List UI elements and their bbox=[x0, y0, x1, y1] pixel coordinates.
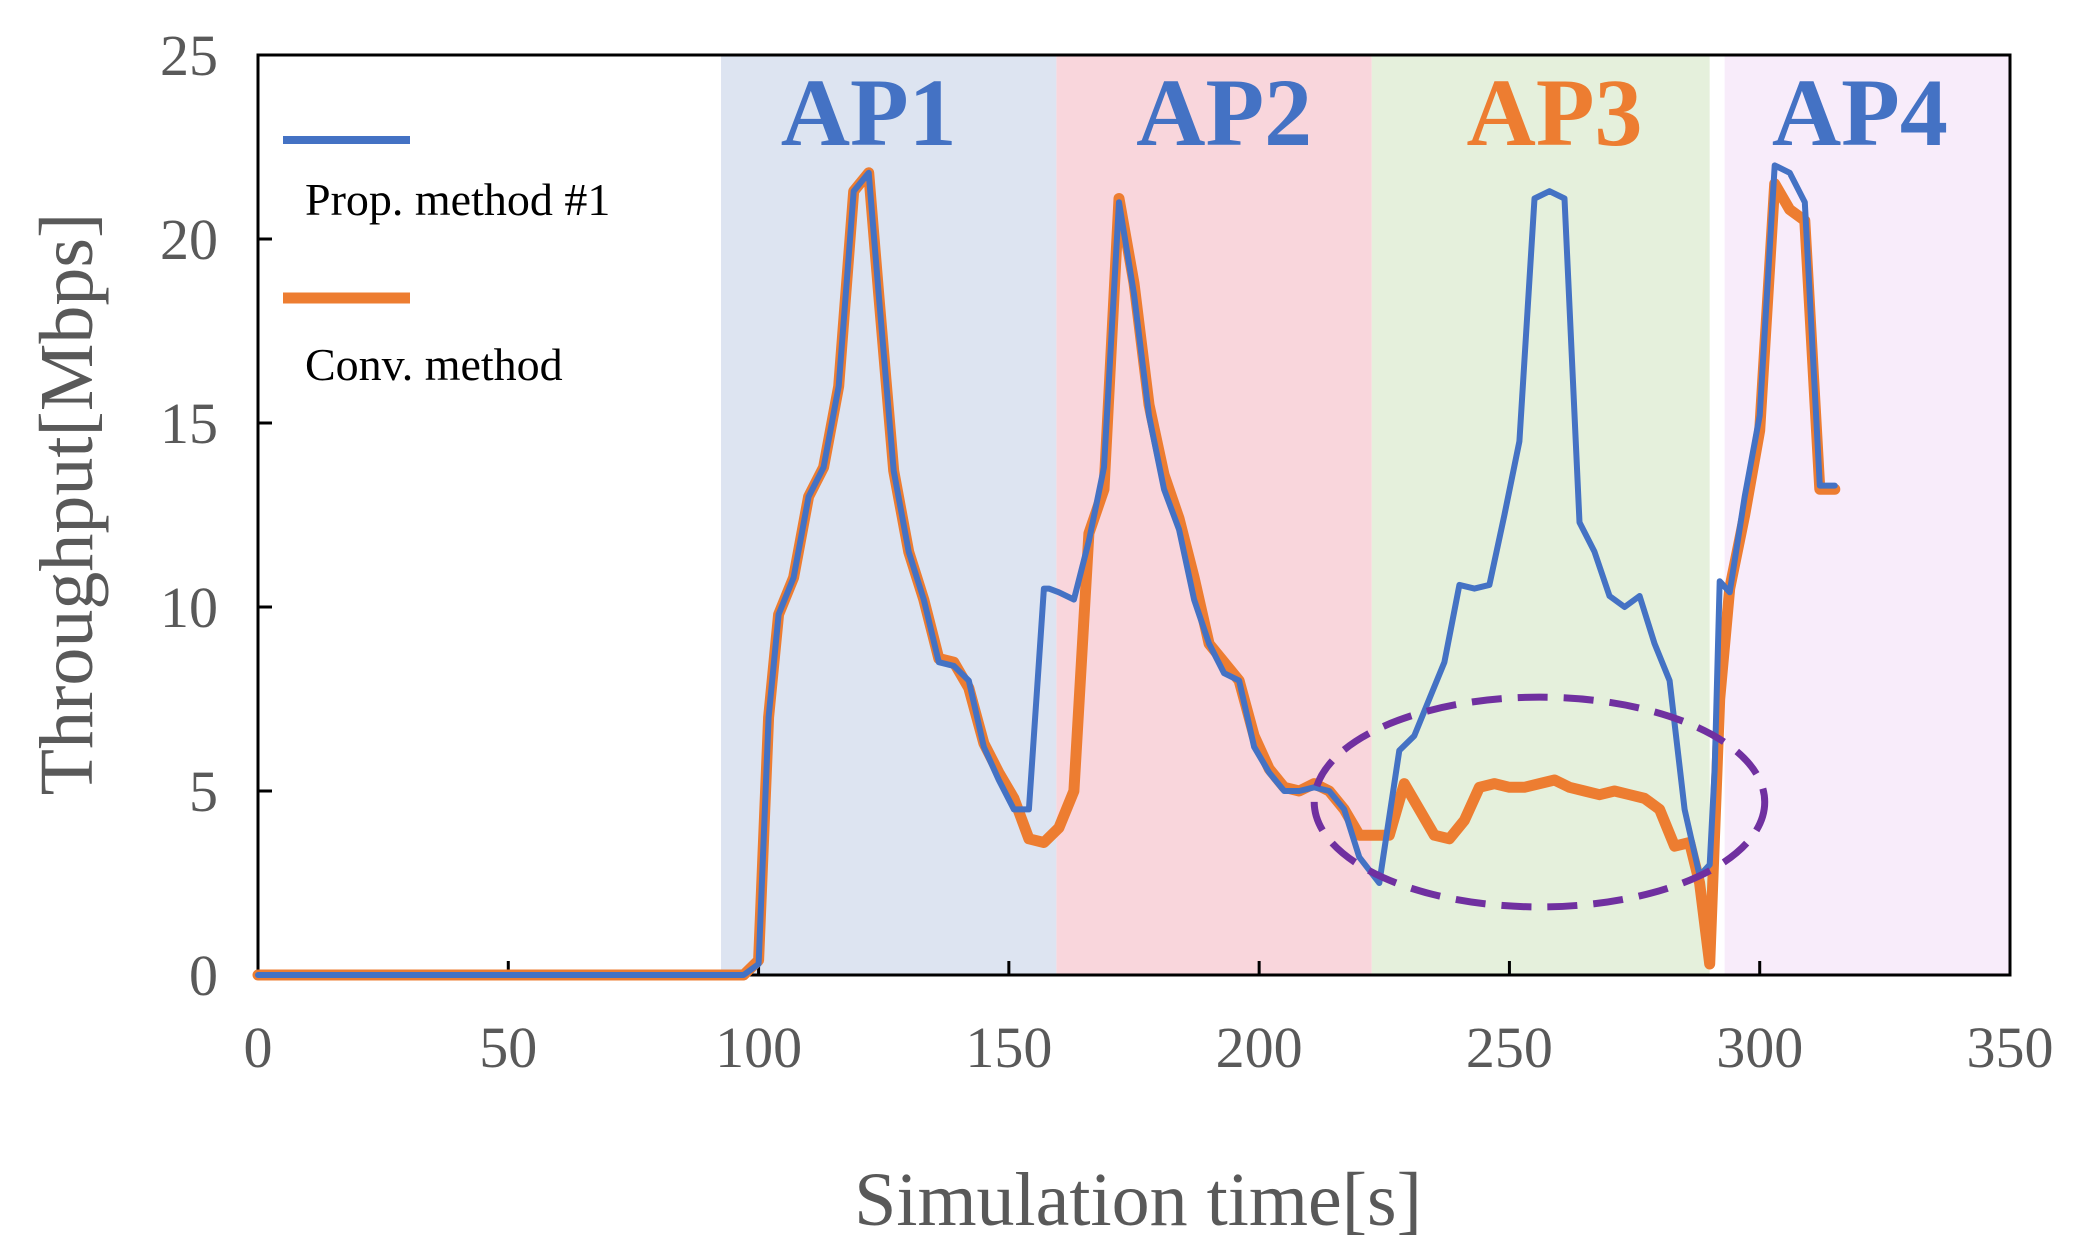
x-tick-label: 50 bbox=[479, 1015, 537, 1080]
series-line-prop-method-1 bbox=[255, 162, 1838, 978]
region-ap4 bbox=[1724, 55, 2010, 975]
y-tick-label: 15 bbox=[160, 391, 218, 456]
y-axis-title: Throughput[Mbps] bbox=[25, 213, 109, 796]
ap-regions bbox=[721, 55, 2010, 975]
ap-region-labels: AP1 AP2 AP3 AP4 bbox=[781, 59, 1948, 166]
region-label-ap1: AP1 bbox=[781, 59, 957, 166]
y-tick-label: 20 bbox=[160, 207, 218, 272]
legend: Prop. method #1 Conv. method bbox=[283, 136, 610, 390]
x-tick-label: 150 bbox=[965, 1015, 1052, 1080]
data-series bbox=[252, 162, 1841, 981]
x-tick-label: 300 bbox=[1716, 1015, 1803, 1080]
x-tick-label: 250 bbox=[1466, 1015, 1553, 1080]
legend-label-prop-method-1: Prop. method #1 bbox=[305, 174, 610, 225]
region-label-ap2: AP2 bbox=[1136, 59, 1312, 166]
region-ap1 bbox=[721, 55, 1057, 975]
x-tick-label: 100 bbox=[715, 1015, 802, 1080]
axis-titles: Simulation time[s] Throughput[Mbps] bbox=[25, 213, 1422, 1242]
highlight-ellipse bbox=[1310, 693, 1769, 911]
region-label-ap4: AP4 bbox=[1772, 59, 1948, 166]
x-tick-label: 200 bbox=[1216, 1015, 1303, 1080]
region-label-ap3: AP3 bbox=[1466, 59, 1642, 166]
y-tick-label: 5 bbox=[189, 759, 218, 824]
legend-label-conv-method: Conv. method bbox=[305, 339, 563, 390]
x-axis-title: Simulation time[s] bbox=[854, 1158, 1422, 1242]
plot-frame bbox=[256, 53, 2012, 977]
annotations bbox=[1310, 693, 1769, 911]
y-tick-label: 10 bbox=[160, 575, 218, 640]
y-tick-label: 0 bbox=[189, 943, 218, 1008]
y-tick-label: 25 bbox=[160, 23, 218, 88]
axes: 0 50 100 150 200 250 300 350 0 5 10 15 20 25 bbox=[160, 23, 2054, 1080]
x-tick-label: 0 bbox=[244, 1015, 273, 1080]
region-ap2 bbox=[1056, 55, 1372, 975]
x-tick-label: 350 bbox=[1967, 1015, 2054, 1080]
